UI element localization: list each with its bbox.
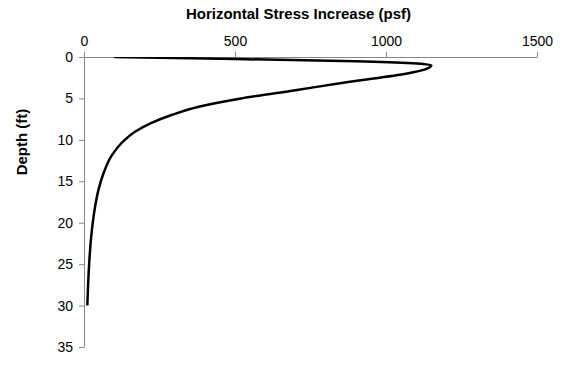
y-tick-label: 5 [65, 90, 73, 106]
x-tick-mark [386, 52, 387, 57]
y-tick-label: 35 [57, 339, 73, 355]
x-tick: 0 [81, 33, 89, 57]
y-tick: 20 [57, 215, 84, 231]
plot-area [87, 57, 431, 306]
x-tick-mark [537, 52, 538, 57]
y-tick-label: 15 [57, 173, 73, 189]
y-axis: 0 5 10 15 20 25 30 35 [57, 49, 84, 355]
y-tick-mark [79, 264, 84, 265]
y-tick-label: 10 [57, 132, 73, 148]
y-tick-label: 0 [65, 49, 73, 65]
x-axis-title: Horizontal Stress Increase (psf) [186, 5, 411, 22]
x-tick-label: 0 [81, 33, 89, 49]
y-tick-mark [79, 347, 84, 348]
x-tick-label: 1000 [371, 33, 402, 49]
y-tick: 25 [57, 256, 84, 272]
y-tick: 15 [57, 173, 84, 189]
y-axis-line [84, 58, 85, 348]
y-tick-mark [79, 57, 84, 58]
y-tick-label: 30 [57, 298, 73, 314]
y-tick: 30 [57, 298, 84, 314]
y-tick-mark [79, 140, 84, 141]
x-tick: 1000 [371, 33, 402, 57]
x-axis: 0 500 1000 1500 [81, 33, 554, 58]
x-tick: 500 [224, 33, 248, 57]
y-axis-title: Depth (ft) [13, 109, 30, 176]
y-tick-mark [79, 306, 84, 307]
y-tick: 35 [57, 339, 84, 355]
x-tick-mark [235, 52, 236, 57]
y-tick-label: 25 [57, 256, 73, 272]
line [87, 57, 431, 306]
y-tick-label: 20 [57, 215, 73, 231]
x-tick-mark [84, 52, 85, 57]
y-tick-mark [79, 223, 84, 224]
y-tick: 0 [65, 49, 84, 65]
x-tick-label: 1500 [522, 33, 553, 49]
y-tick: 5 [65, 90, 84, 106]
y-tick: 10 [57, 132, 84, 148]
x-tick: 1500 [522, 33, 553, 57]
x-tick-label: 500 [224, 33, 248, 49]
y-tick-mark [79, 98, 84, 99]
y-tick-mark [79, 181, 84, 182]
chart: 0 500 1000 1500 0 5 10 15 20 25 30 35 Horizontal Str… [0, 0, 572, 373]
